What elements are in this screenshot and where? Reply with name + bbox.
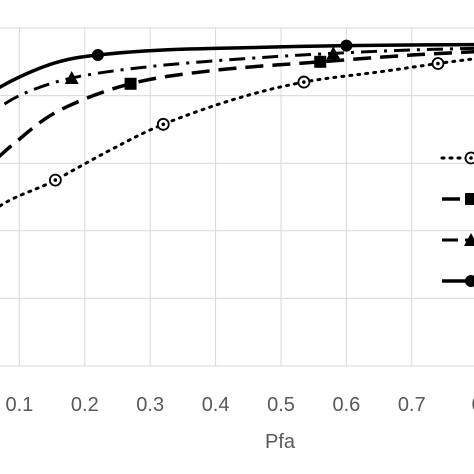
series-line-3: [0, 46, 474, 110]
series-line-1: [0, 57, 474, 208]
series-1-point-center: [161, 122, 166, 127]
x-tick-label: 0.3: [136, 394, 164, 416]
x-axis-title: Pfa: [265, 431, 296, 453]
series-1-point-center: [436, 61, 440, 66]
series-2-point: [314, 55, 327, 68]
legend-marker-4: [465, 275, 474, 287]
legend: [440, 151, 474, 287]
series-1-point-center: [302, 80, 306, 84]
series-2-point: [124, 77, 137, 90]
series-4-point: [91, 49, 104, 62]
series-3-point: [326, 46, 341, 60]
legend-marker-3: [464, 233, 474, 246]
series-3: [0, 46, 474, 110]
x-tick-label: 0.5: [267, 394, 295, 416]
series-line-2: [0, 50, 474, 159]
x-tick-label: 0.4: [202, 394, 230, 416]
x-tick-labels: 0.1 0.2 0.3 0.4 0.5 0.6 0.7 0: [5, 394, 474, 416]
legend-marker-2: [465, 193, 474, 205]
series-layer: [0, 39, 474, 208]
series-3-point: [64, 71, 79, 85]
series-2: [0, 50, 474, 159]
series-1: [0, 57, 474, 208]
x-tick-label: 0.1: [5, 394, 33, 416]
series-4: [0, 39, 474, 90]
series-1-point-center: [53, 178, 58, 182]
x-tick-label: 0.7: [398, 394, 426, 416]
x-tick-label: 0: [472, 394, 474, 416]
x-tick-label: 0.6: [332, 394, 360, 416]
series-line-4: [0, 42, 474, 90]
series-4-point: [340, 39, 353, 52]
legend-marker-1-center: [469, 156, 473, 160]
grid: [0, 27, 474, 367]
x-tick-label: 0.2: [71, 394, 99, 416]
